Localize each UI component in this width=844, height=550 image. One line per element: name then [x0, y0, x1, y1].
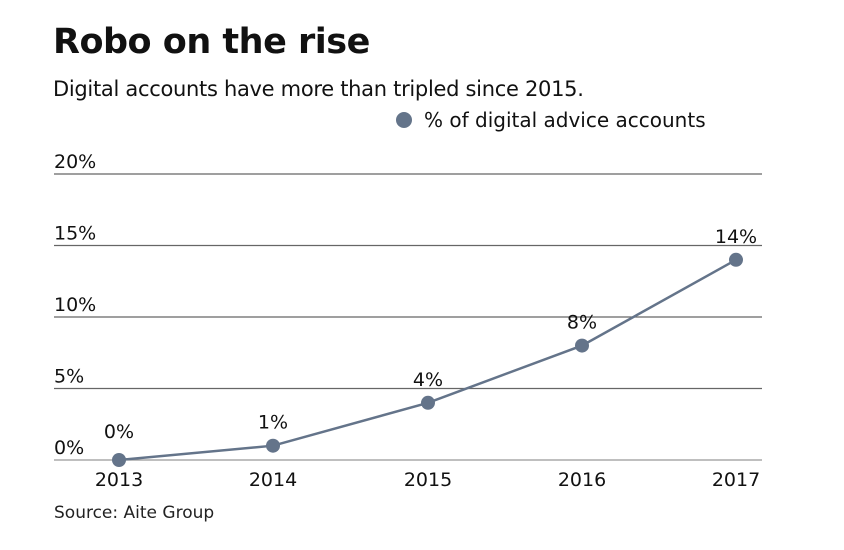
y-tick-label: 15% [54, 223, 96, 245]
data-point [729, 252, 743, 267]
chart-subtitle: Digital accounts have more than tripled … [53, 77, 584, 101]
y-tick-label: 5% [54, 366, 84, 388]
data-label: 1% [258, 412, 288, 434]
data-point [112, 453, 126, 467]
y-tick-label: 10% [54, 294, 96, 316]
x-tick-label: 2014 [249, 469, 297, 491]
data-label: 8% [567, 312, 597, 334]
x-tick-label: 2016 [558, 469, 606, 491]
legend: % of digital advice accounts [396, 108, 706, 132]
x-tick-label: 2015 [404, 469, 452, 491]
y-tick-label: 20% [54, 151, 96, 173]
data-label: 0% [104, 421, 134, 443]
data-point [266, 438, 280, 453]
series-line [118, 258, 737, 462]
data-label: 14% [715, 226, 757, 248]
x-tick-label: 2013 [95, 469, 143, 491]
data-point [575, 338, 589, 353]
legend-label: % of digital advice accounts [424, 108, 706, 132]
x-tick-label: 2017 [712, 469, 760, 491]
source-note: Source: Aite Group [54, 503, 215, 523]
data-label: 4% [413, 369, 443, 391]
y-tick-label: 0% [54, 437, 84, 459]
data-point [421, 395, 435, 410]
chart-title: Robo on the rise [53, 22, 370, 62]
legend-marker [396, 112, 412, 128]
